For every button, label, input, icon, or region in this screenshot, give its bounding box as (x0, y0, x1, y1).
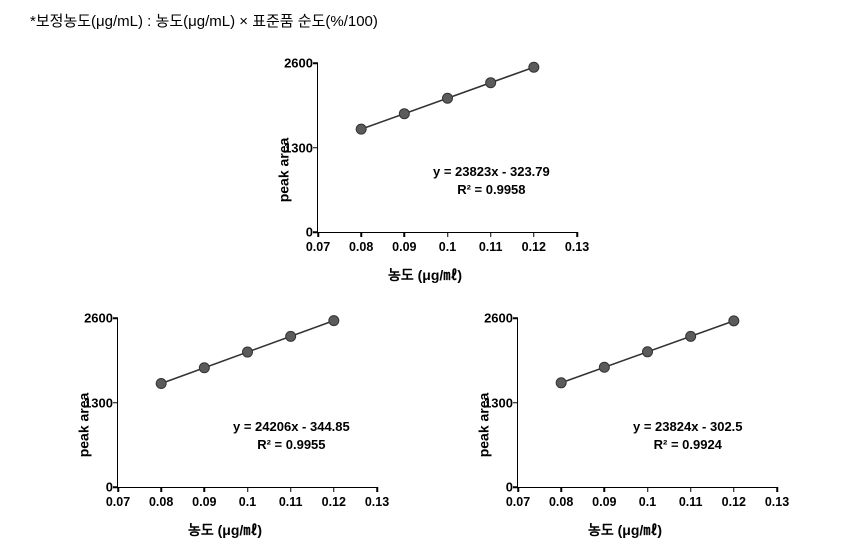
ytick-label: 1300 (268, 140, 313, 155)
chart-bottom-left: peak area 0130026000.070.080.090.10.110.… (45, 310, 405, 540)
xtick-label: 0.08 (349, 240, 373, 254)
xtick-mark (317, 232, 319, 237)
xtick-mark (333, 487, 335, 492)
data-point (556, 378, 566, 388)
equation-line2: R² = 0.9924 (633, 436, 743, 454)
xlabel: 농도 (μg/㎖) (445, 520, 805, 540)
data-point (329, 316, 339, 326)
xtick-mark (204, 487, 206, 492)
equation-line1: y = 24206x - 344.85 (233, 418, 350, 436)
ytick-label: 2600 (68, 311, 113, 326)
plot-area: 0130026000.070.080.090.10.110.120.13y = … (317, 63, 577, 233)
chart-svg (518, 318, 777, 487)
ytick-label: 0 (268, 225, 313, 240)
xtick-label: 0.11 (479, 240, 503, 254)
xtick-mark (776, 487, 778, 492)
xtick-mark (490, 232, 492, 237)
data-point (529, 62, 539, 72)
equation-text: y = 23824x - 302.5R² = 0.9924 (633, 418, 743, 453)
xtick-label: 0.11 (679, 495, 703, 509)
xtick-label: 0.08 (549, 495, 573, 509)
xtick-label: 0.13 (765, 495, 789, 509)
xtick-label: 0.13 (565, 240, 589, 254)
xtick-mark (533, 232, 535, 237)
equation-line2: R² = 0.9955 (233, 436, 350, 454)
header-text: *보정농도(μg/mL) : 농도(μg/mL) × 표준품 순도(%/100) (30, 10, 378, 31)
data-point (156, 379, 166, 389)
equation-line1: y = 23823x - 323.79 (433, 163, 550, 181)
chart-svg (318, 63, 577, 232)
ytick-label: 2600 (468, 311, 513, 326)
xtick-mark (517, 487, 519, 492)
data-point (643, 347, 653, 357)
xtick-mark (576, 232, 578, 237)
xtick-label: 0.09 (392, 240, 416, 254)
equation-text: y = 24206x - 344.85R² = 0.9955 (233, 418, 350, 453)
xtick-label: 0.08 (149, 495, 173, 509)
xtick-label: 0.13 (365, 495, 389, 509)
data-point (286, 331, 296, 341)
equation-line2: R² = 0.9958 (433, 181, 550, 199)
xtick-mark (117, 487, 119, 492)
data-point (486, 78, 496, 88)
chart-svg (118, 318, 377, 487)
equation-line1: y = 23824x - 302.5 (633, 418, 743, 436)
data-point (599, 362, 609, 372)
xtick-mark (290, 487, 292, 492)
xlabel: 농도 (μg/㎖) (45, 520, 405, 540)
xtick-mark (404, 232, 406, 237)
data-point (729, 316, 739, 326)
data-point (399, 109, 409, 119)
xtick-label: 0.12 (722, 495, 746, 509)
xtick-mark (247, 487, 249, 492)
ytick-label: 0 (68, 480, 113, 495)
xtick-label: 0.07 (506, 495, 530, 509)
xtick-label: 0.07 (306, 240, 330, 254)
xtick-label: 0.1 (439, 240, 456, 254)
data-point (243, 347, 253, 357)
xtick-mark (690, 487, 692, 492)
xtick-mark (376, 487, 378, 492)
xlabel: 농도 (μg/㎖) (245, 265, 605, 285)
xtick-label: 0.09 (192, 495, 216, 509)
xtick-label: 0.09 (592, 495, 616, 509)
chart-bottom-right: peak area 0130026000.070.080.090.10.110.… (445, 310, 805, 540)
xtick-mark (733, 487, 735, 492)
xtick-mark (647, 487, 649, 492)
xtick-label: 0.07 (106, 495, 130, 509)
xtick-mark (604, 487, 606, 492)
xtick-label: 0.12 (322, 495, 346, 509)
xtick-label: 0.1 (639, 495, 656, 509)
plot-area: 0130026000.070.080.090.10.110.120.13y = … (517, 318, 777, 488)
xtick-mark (560, 487, 562, 492)
xtick-mark (160, 487, 162, 492)
xtick-label: 0.11 (279, 495, 303, 509)
data-point (199, 363, 209, 373)
xtick-mark (447, 232, 449, 237)
data-point (686, 331, 696, 341)
plot-area: 0130026000.070.080.090.10.110.120.13y = … (117, 318, 377, 488)
equation-text: y = 23823x - 323.79R² = 0.9958 (433, 163, 550, 198)
ytick-label: 1300 (68, 395, 113, 410)
xtick-label: 0.12 (522, 240, 546, 254)
xtick-label: 0.1 (239, 495, 256, 509)
ytick-label: 2600 (268, 56, 313, 71)
ytick-label: 0 (468, 480, 513, 495)
data-point (356, 124, 366, 134)
data-point (443, 93, 453, 103)
xtick-mark (360, 232, 362, 237)
ytick-label: 1300 (468, 395, 513, 410)
chart-top: peak area 0130026000.070.080.090.10.110.… (245, 55, 605, 285)
